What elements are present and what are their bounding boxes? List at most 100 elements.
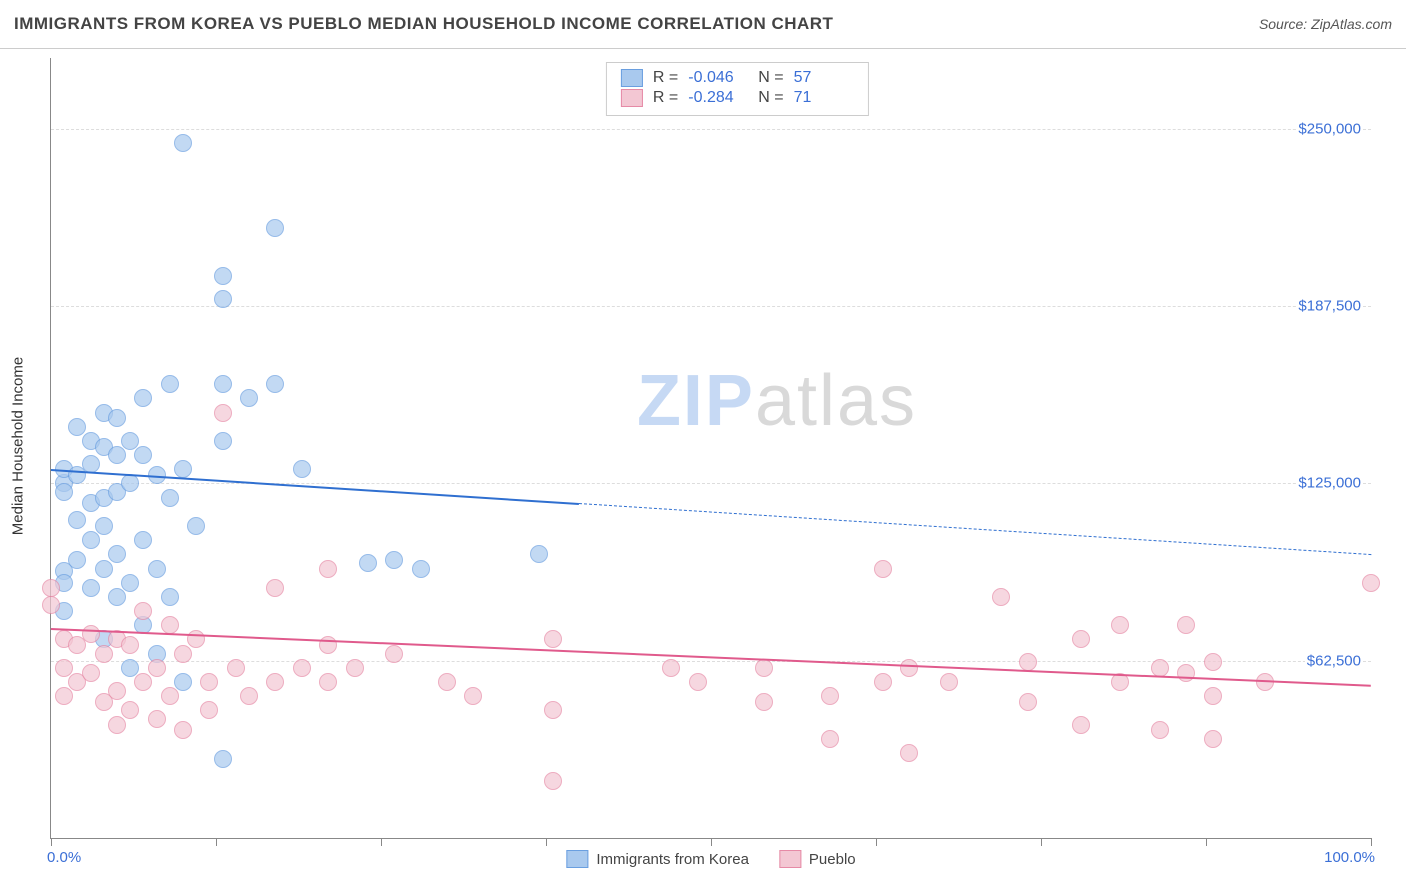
scatter-point bbox=[319, 673, 337, 691]
scatter-point bbox=[95, 560, 113, 578]
scatter-point bbox=[900, 744, 918, 762]
legend-stat-row: R =-0.284N =71 bbox=[621, 89, 854, 107]
scatter-point bbox=[108, 588, 126, 606]
scatter-point bbox=[1072, 716, 1090, 734]
x-tick bbox=[1206, 838, 1207, 846]
scatter-point bbox=[266, 579, 284, 597]
scatter-point bbox=[82, 579, 100, 597]
scatter-point bbox=[134, 389, 152, 407]
chart-source: Source: ZipAtlas.com bbox=[1259, 16, 1392, 32]
scatter-point bbox=[412, 560, 430, 578]
legend-swatch bbox=[566, 850, 588, 868]
scatter-point bbox=[214, 375, 232, 393]
gridline bbox=[51, 306, 1371, 307]
y-tick-label: $187,500 bbox=[1296, 298, 1363, 315]
scatter-point bbox=[544, 701, 562, 719]
x-tick bbox=[546, 838, 547, 846]
scatter-point bbox=[108, 409, 126, 427]
scatter-point bbox=[1204, 687, 1222, 705]
scatter-point bbox=[134, 531, 152, 549]
n-value: 71 bbox=[794, 89, 854, 107]
scatter-point bbox=[266, 219, 284, 237]
scatter-point bbox=[134, 673, 152, 691]
scatter-point bbox=[174, 721, 192, 739]
scatter-point bbox=[95, 517, 113, 535]
scatter-point bbox=[68, 551, 86, 569]
scatter-point bbox=[42, 596, 60, 614]
y-tick-label: $62,500 bbox=[1305, 652, 1363, 669]
scatter-point bbox=[1019, 693, 1037, 711]
r-value: -0.284 bbox=[688, 89, 748, 107]
scatter-point bbox=[121, 701, 139, 719]
scatter-point bbox=[68, 418, 86, 436]
scatter-point bbox=[174, 673, 192, 691]
gridline bbox=[51, 129, 1371, 130]
x-tick bbox=[381, 838, 382, 846]
scatter-point bbox=[108, 682, 126, 700]
scatter-point bbox=[227, 659, 245, 677]
scatter-point bbox=[148, 659, 166, 677]
x-axis-max-label: 100.0% bbox=[1324, 849, 1375, 866]
scatter-point bbox=[68, 511, 86, 529]
x-axis-min-label: 0.0% bbox=[47, 849, 81, 866]
watermark: ZIPatlas bbox=[637, 360, 917, 442]
legend-swatch bbox=[621, 89, 643, 107]
scatter-point bbox=[121, 574, 139, 592]
scatter-point bbox=[874, 560, 892, 578]
scatter-point bbox=[293, 460, 311, 478]
scatter-point bbox=[464, 687, 482, 705]
scatter-point bbox=[1362, 574, 1380, 592]
scatter-point bbox=[82, 664, 100, 682]
scatter-point bbox=[214, 404, 232, 422]
legend-swatch bbox=[779, 850, 801, 868]
scatter-point bbox=[121, 432, 139, 450]
scatter-point bbox=[121, 636, 139, 654]
x-tick bbox=[1041, 838, 1042, 846]
scatter-point bbox=[161, 588, 179, 606]
n-value: 57 bbox=[794, 69, 854, 87]
scatter-point bbox=[214, 432, 232, 450]
scatter-point bbox=[82, 531, 100, 549]
watermark-zip: ZIP bbox=[637, 361, 755, 441]
scatter-point bbox=[438, 673, 456, 691]
x-tick bbox=[216, 838, 217, 846]
trend-line bbox=[579, 503, 1371, 555]
scatter-point bbox=[544, 772, 562, 790]
scatter-point bbox=[755, 659, 773, 677]
r-label: R = bbox=[653, 69, 678, 87]
scatter-point bbox=[55, 483, 73, 501]
watermark-atlas: atlas bbox=[755, 361, 917, 441]
scatter-point bbox=[174, 460, 192, 478]
scatter-point bbox=[240, 389, 258, 407]
scatter-point bbox=[266, 375, 284, 393]
scatter-point bbox=[214, 290, 232, 308]
chart-title: IMMIGRANTS FROM KOREA VS PUEBLO MEDIAN H… bbox=[14, 14, 833, 34]
scatter-point bbox=[161, 489, 179, 507]
n-label: N = bbox=[758, 69, 783, 87]
x-tick bbox=[51, 838, 52, 846]
scatter-point bbox=[1111, 616, 1129, 634]
scatter-chart: ZIPatlas R =-0.046N =57R =-0.284N =71 0.… bbox=[50, 58, 1371, 839]
scatter-point bbox=[530, 545, 548, 563]
scatter-point bbox=[1204, 653, 1222, 671]
x-tick bbox=[1371, 838, 1372, 846]
scatter-point bbox=[240, 687, 258, 705]
scatter-point bbox=[266, 673, 284, 691]
scatter-point bbox=[174, 645, 192, 663]
legend-series: Immigrants from KoreaPueblo bbox=[566, 850, 855, 868]
scatter-point bbox=[108, 716, 126, 734]
n-label: N = bbox=[758, 89, 783, 107]
trend-line bbox=[51, 628, 1371, 687]
scatter-point bbox=[1019, 653, 1037, 671]
source-value: ZipAtlas.com bbox=[1311, 16, 1392, 32]
scatter-point bbox=[161, 616, 179, 634]
scatter-point bbox=[385, 645, 403, 663]
gridline bbox=[51, 661, 1371, 662]
scatter-point bbox=[95, 645, 113, 663]
y-axis-title: Median Household Income bbox=[10, 357, 27, 535]
scatter-point bbox=[1151, 721, 1169, 739]
scatter-point bbox=[992, 588, 1010, 606]
scatter-point bbox=[755, 693, 773, 711]
scatter-point bbox=[1177, 616, 1195, 634]
source-label: Source: bbox=[1259, 16, 1307, 32]
